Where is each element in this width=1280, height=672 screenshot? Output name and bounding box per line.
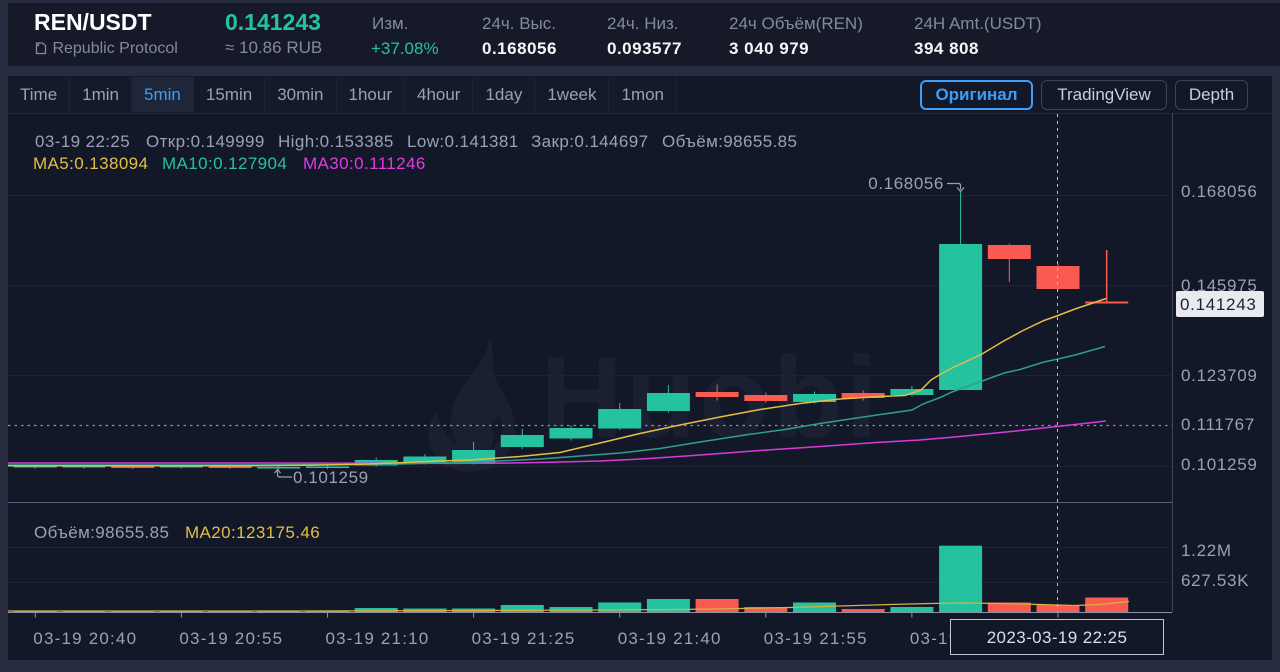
svg-text:03-19 20:55: 03-19 20:55 (179, 629, 283, 648)
svg-text:Объём:98655.85: Объём:98655.85 (662, 132, 797, 151)
svg-text:MA10:0.127904: MA10:0.127904 (162, 154, 287, 173)
svg-text:MA30:0.111246: MA30:0.111246 (303, 154, 426, 173)
svg-text:0.168056: 0.168056 (868, 174, 944, 193)
svg-text:0.101259: 0.101259 (293, 468, 369, 487)
svg-text:0.123709: 0.123709 (1181, 366, 1258, 385)
svg-text:Low:0.141381: Low:0.141381 (407, 132, 519, 151)
svg-text:0.101259: 0.101259 (1181, 455, 1258, 474)
svg-text:Объём:98655.85: Объём:98655.85 (34, 523, 169, 542)
svg-text:Закр:0.144697: Закр:0.144697 (531, 132, 648, 151)
svg-text:0.141243: 0.141243 (1180, 295, 1257, 314)
svg-text:03-19 22:25: 03-19 22:25 (35, 132, 130, 151)
svg-text:03-19 21:40: 03-19 21:40 (618, 629, 722, 648)
svg-text:03-19 21:55: 03-19 21:55 (764, 629, 868, 648)
svg-text:MA5:0.138094: MA5:0.138094 (33, 154, 148, 173)
svg-text:03-19: 03-19 (910, 629, 959, 648)
svg-text:MA20:123175.46: MA20:123175.46 (185, 523, 320, 542)
svg-text:High:0.153385: High:0.153385 (278, 132, 394, 151)
svg-text:03-19 21:25: 03-19 21:25 (472, 629, 576, 648)
svg-text:Откр:0.149999: Откр:0.149999 (146, 132, 265, 151)
svg-text:03-19 20:40: 03-19 20:40 (33, 629, 137, 648)
svg-text:0.145975: 0.145975 (1181, 276, 1258, 295)
svg-text:0.168056: 0.168056 (1181, 182, 1258, 201)
svg-text:627.53K: 627.53K (1181, 571, 1249, 590)
svg-text:1.22M: 1.22M (1181, 541, 1232, 560)
svg-text:0.111767: 0.111767 (1181, 415, 1255, 434)
svg-text:2023-03-19 22:25: 2023-03-19 22:25 (987, 628, 1128, 647)
svg-text:03-19 21:10: 03-19 21:10 (326, 629, 430, 648)
